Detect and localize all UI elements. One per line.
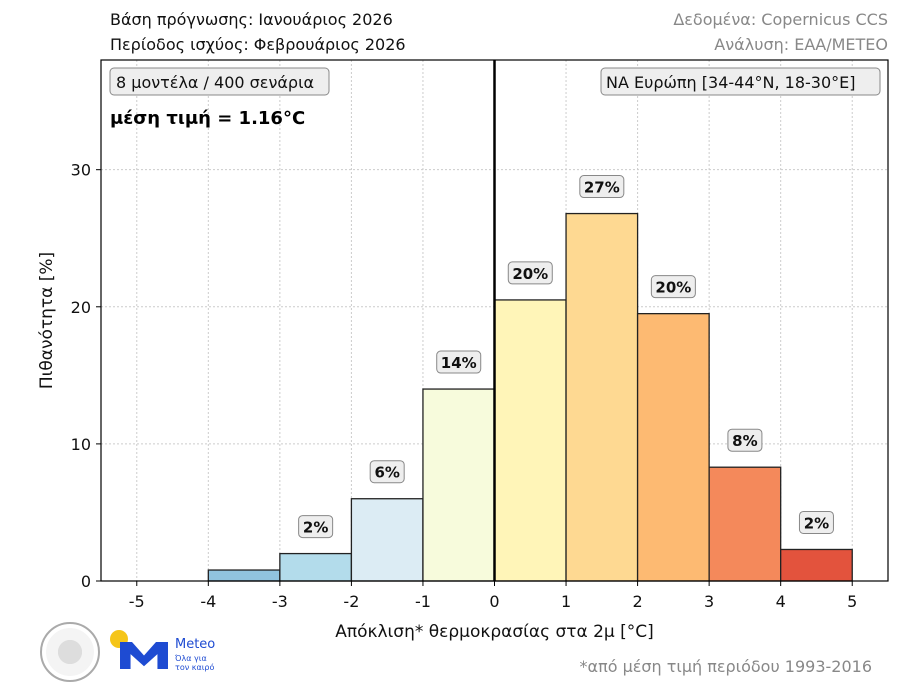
- bar-label-box: [369, 460, 405, 484]
- histogram-bar: [780, 548, 853, 582]
- bar-label: 27%: [584, 179, 620, 197]
- region-box: [600, 67, 881, 96]
- x-tick-label: -4: [200, 592, 216, 611]
- analysis-credit: Ανάλυση: ΕΑΑ/METEO: [714, 35, 888, 54]
- bar-label-box: [727, 428, 763, 452]
- x-tick-label: 3: [704, 592, 714, 611]
- x-tick-label: -1: [415, 592, 431, 611]
- bar-label: 14%: [441, 354, 477, 372]
- meteo-m-icon: [120, 642, 168, 669]
- bar-label-box: [798, 510, 834, 534]
- meteo-name: Meteo: [175, 637, 216, 652]
- bar-label: 8%: [732, 432, 757, 450]
- y-tick-label: 20: [71, 298, 91, 317]
- bar-label: 2%: [804, 514, 829, 532]
- bar-label-box: [436, 350, 482, 374]
- forecast-base: Βάση πρόγνωσης: Ιανουάριος 2026: [110, 10, 393, 29]
- footnote: *από μέση τιμή περιόδου 1993-2016: [579, 657, 872, 676]
- x-tick-label: 4: [776, 592, 786, 611]
- x-tick-label: -2: [343, 592, 359, 611]
- bar-label: 2%: [303, 519, 328, 537]
- histogram-bar: [207, 569, 281, 582]
- x-tick-label: 2: [632, 592, 642, 611]
- models-annotation: 8 μοντέλα / 400 σενάρια: [116, 73, 314, 92]
- bar-label: 6%: [374, 464, 399, 482]
- x-tick-label: 0: [489, 592, 499, 611]
- histogram-bar: [350, 498, 424, 582]
- histogram-bar: [493, 299, 567, 582]
- data-source: Δεδομένα: Copernicus CCS: [673, 10, 888, 29]
- histogram-bar: [636, 312, 710, 582]
- bar-label-box: [579, 175, 625, 199]
- x-tick-label: -5: [129, 592, 145, 611]
- models-box: [109, 67, 330, 96]
- bar-label-box: [650, 275, 696, 299]
- observatory-logo: [40, 622, 100, 682]
- histogram-bar: [422, 388, 496, 582]
- validity-period: Περίοδος ισχύος: Φεβρουάριος 2026: [110, 35, 406, 54]
- mean-annotation: μέση τιμή = 1.16°C: [110, 108, 305, 129]
- y-tick-label: 30: [71, 161, 91, 180]
- bar-label: 20%: [655, 279, 691, 297]
- meteo-logo: [110, 630, 170, 670]
- meteo-tagline: Όλα για τον καιρό: [175, 654, 215, 672]
- histogram-bar: [565, 212, 639, 582]
- histogram-bar: [708, 466, 782, 582]
- x-tick-label: 1: [561, 592, 571, 611]
- x-tick-label: -3: [272, 592, 288, 611]
- x-tick-label: 5: [847, 592, 857, 611]
- bar-label-box: [298, 515, 334, 539]
- y-axis-label: Πιθανότητα [%]: [37, 252, 57, 389]
- y-tick-label: 0: [81, 572, 91, 591]
- y-tick-label: 10: [71, 435, 91, 454]
- region-annotation: ΝΑ Ευρώπη [34-44°N, 18-30°E]: [606, 73, 856, 92]
- bar-label: 20%: [512, 265, 548, 283]
- bar-label-box: [507, 261, 553, 285]
- x-axis-label: Απόκλιση* θερμοκρασίας στα 2μ [°C]: [335, 622, 654, 642]
- histogram-bar: [279, 552, 353, 582]
